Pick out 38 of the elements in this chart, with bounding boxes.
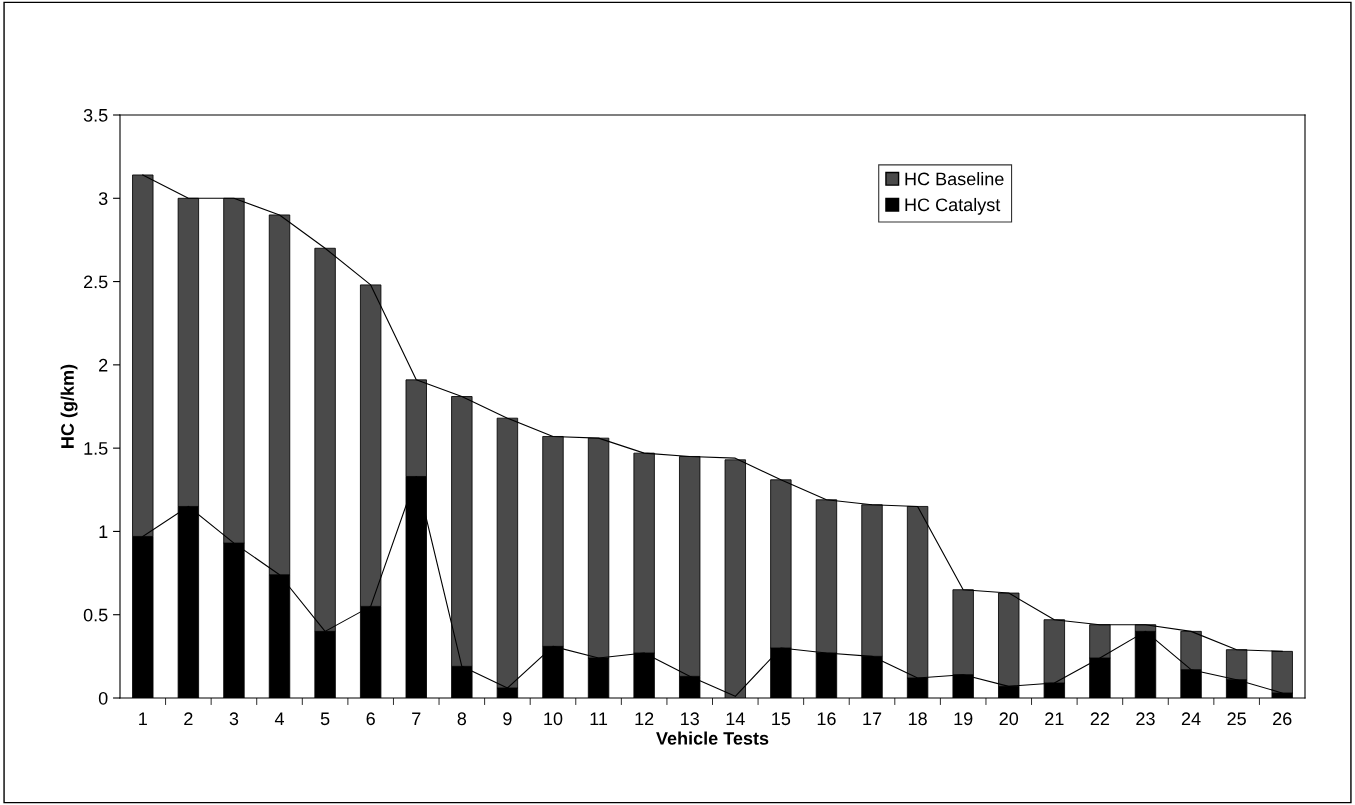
x-tick-label: 20 <box>999 712 1019 726</box>
x-tick-label: 9 <box>503 712 512 726</box>
x-tick-label: 1 <box>139 712 147 725</box>
x-tick-label: 2 <box>184 712 193 725</box>
x-tick-label: 17 <box>863 712 882 725</box>
x-tick-label: 11 <box>590 712 608 725</box>
x-tick-label: 18 <box>908 712 927 726</box>
x-tick-label: 19 <box>954 712 973 726</box>
x-axis-title: Vehicle Tests <box>656 731 769 745</box>
x-tick-label: 14 <box>726 712 745 725</box>
legend-label: HC Baseline <box>905 172 1004 186</box>
x-tick-label: 22 <box>1090 712 1110 725</box>
x-tick-label: 7 <box>412 712 421 725</box>
x-tick-label: 5 <box>320 712 330 726</box>
x-tick-label: 8 <box>457 712 467 726</box>
x-tick-label: 3 <box>229 712 239 726</box>
y-tick-label: 1.5 <box>84 442 108 455</box>
x-tick-label: 25 <box>1227 712 1246 726</box>
x-tick-label: 4 <box>274 712 285 725</box>
y-tick-label: 1 <box>99 525 108 538</box>
x-tick-label: 6 <box>366 712 375 726</box>
legend-label: HC Catalyst <box>905 197 1001 215</box>
x-tick-label: 15 <box>772 712 791 726</box>
x-tick-label: 21 <box>1045 712 1064 725</box>
y-tick-label: 0.5 <box>83 608 108 622</box>
x-tick-label: 23 <box>1136 712 1155 726</box>
x-tick-label: 26 <box>1273 712 1292 726</box>
x-tick-label: 12 <box>635 712 654 725</box>
y-tick-label: 3 <box>98 192 108 206</box>
x-tick-label: 24 <box>1181 712 1201 725</box>
y-tick-label: 2 <box>99 358 108 372</box>
y-axis-title: HC (g/km) <box>60 364 78 448</box>
x-tick-label: 16 <box>817 712 836 726</box>
y-tick-label: 3.5 <box>83 108 108 122</box>
y-tick-label: 0 <box>98 691 108 705</box>
x-tick-label: 10 <box>544 712 563 726</box>
y-tick-label: 2.5 <box>84 275 108 289</box>
x-tick-label: 13 <box>681 712 699 726</box>
